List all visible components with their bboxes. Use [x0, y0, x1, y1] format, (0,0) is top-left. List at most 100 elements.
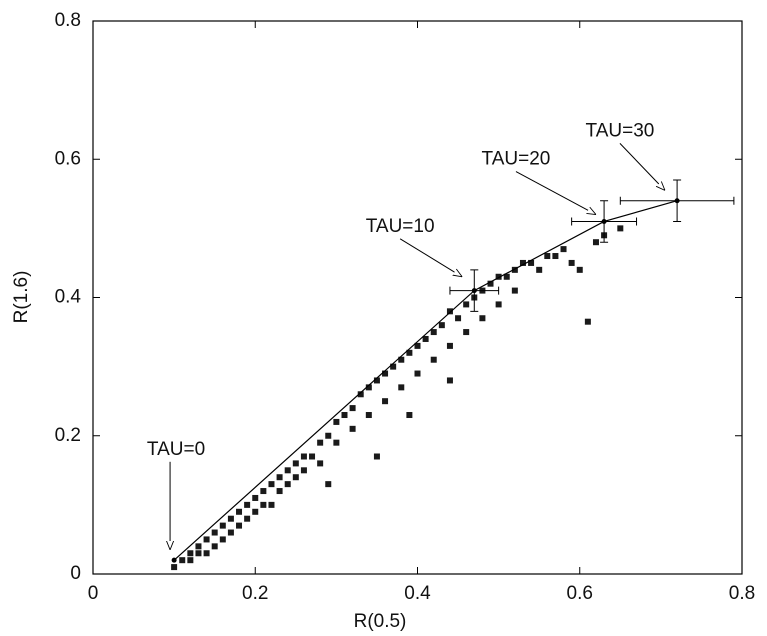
scatter-point [244, 515, 251, 522]
scatter-point [446, 308, 453, 315]
scatter-point [211, 543, 218, 550]
scatter-point [227, 515, 234, 522]
scatter-point [333, 439, 340, 446]
scatter-point [390, 363, 397, 370]
scatter-point [211, 529, 218, 536]
scatter-point [195, 543, 202, 550]
annotation: TAU=30 [586, 120, 655, 141]
scatter-point [560, 246, 567, 253]
scatter-point [357, 391, 364, 398]
scatter-point [495, 301, 502, 308]
y-axis-label: R(1.6) [11, 271, 32, 324]
scatter-point [584, 318, 591, 325]
scatter-point [438, 322, 445, 329]
scatter-point [260, 501, 267, 508]
scatter-point [252, 494, 259, 501]
scatter-point [373, 453, 380, 460]
scatter-point [179, 557, 186, 564]
scatter-point [236, 508, 243, 515]
x-tick-label: 0 [88, 583, 99, 604]
scatter-point [276, 488, 283, 495]
scatter-point [365, 384, 372, 391]
scatter-point [187, 557, 194, 564]
scatter-point [195, 550, 202, 557]
annotation-arrow [515, 171, 596, 215]
annotation-arrow [399, 238, 462, 277]
scatter-point [406, 349, 413, 356]
scatter-point [325, 432, 332, 439]
x-tick-label: 0.4 [404, 583, 431, 604]
scatter-point [479, 315, 486, 322]
scatter-point [511, 287, 518, 294]
scatter-point [292, 460, 299, 467]
scatter-point [317, 460, 324, 467]
scatter-point [349, 425, 356, 432]
scatter-point [341, 412, 348, 419]
y-tick-label: 0.6 [55, 148, 81, 169]
annotation: TAU=0 [147, 439, 205, 460]
y-tick-label: 0.2 [55, 425, 81, 446]
annotation-arrow [619, 143, 665, 190]
scatter-point [382, 370, 389, 377]
line-point [171, 557, 177, 563]
x-tick-label: 0.2 [242, 583, 268, 604]
scatter-point [244, 501, 251, 508]
scatter-point [187, 550, 194, 557]
x-tick-label: 0.8 [729, 583, 755, 604]
scatter-point [414, 370, 421, 377]
line-point [674, 198, 680, 204]
annotation: TAU=10 [366, 216, 435, 237]
scatter-point [365, 412, 372, 419]
scatter-point [309, 453, 316, 460]
scatter-point [268, 481, 275, 488]
line-point [601, 218, 607, 224]
line-point [471, 288, 477, 294]
scatter-point [219, 536, 226, 543]
scatter-point [236, 522, 243, 529]
scatter-point [300, 453, 307, 460]
scatter-point [227, 529, 234, 536]
scatter-point [300, 467, 307, 474]
scatter-point [446, 342, 453, 349]
scatter-point [414, 342, 421, 349]
scatter-point [284, 481, 291, 488]
scatter-point [252, 508, 259, 515]
scatter-point [568, 259, 575, 266]
scatter-point [528, 259, 535, 266]
scatter-point [325, 481, 332, 488]
scatter-point [219, 522, 226, 529]
scatter-point [422, 335, 429, 342]
scatter-point [398, 384, 405, 391]
y-tick-label: 0.4 [55, 287, 82, 308]
plot-frame [92, 20, 743, 575]
scatter-point [552, 253, 559, 260]
scatter-point [519, 259, 526, 266]
scatter-point [487, 280, 494, 287]
scatter-point [333, 418, 340, 425]
scatter-point [203, 536, 210, 543]
annotation: TAU=20 [482, 149, 551, 170]
scatter-point [268, 501, 275, 508]
scatter-point [592, 239, 599, 246]
scatter-point [203, 550, 210, 557]
scatter-point [463, 301, 470, 308]
scatter-point [260, 488, 267, 495]
y-tick-label: 0 [70, 563, 81, 584]
scatter-point [284, 467, 291, 474]
scatter-point [503, 273, 510, 280]
scatter-point [446, 377, 453, 384]
scatter-point [373, 377, 380, 384]
scatter-point [455, 315, 462, 322]
scatter-point [382, 398, 389, 405]
x-axis-label: R(0.5) [354, 611, 407, 632]
x-tick-label: 0.6 [567, 583, 593, 604]
scatter-point [576, 266, 583, 273]
scatter-point [544, 253, 551, 260]
scatter-point [463, 329, 470, 336]
scatter-point [536, 266, 543, 273]
scatter-point [617, 225, 624, 232]
scatter-point [398, 356, 405, 363]
scatter-point [292, 474, 299, 481]
